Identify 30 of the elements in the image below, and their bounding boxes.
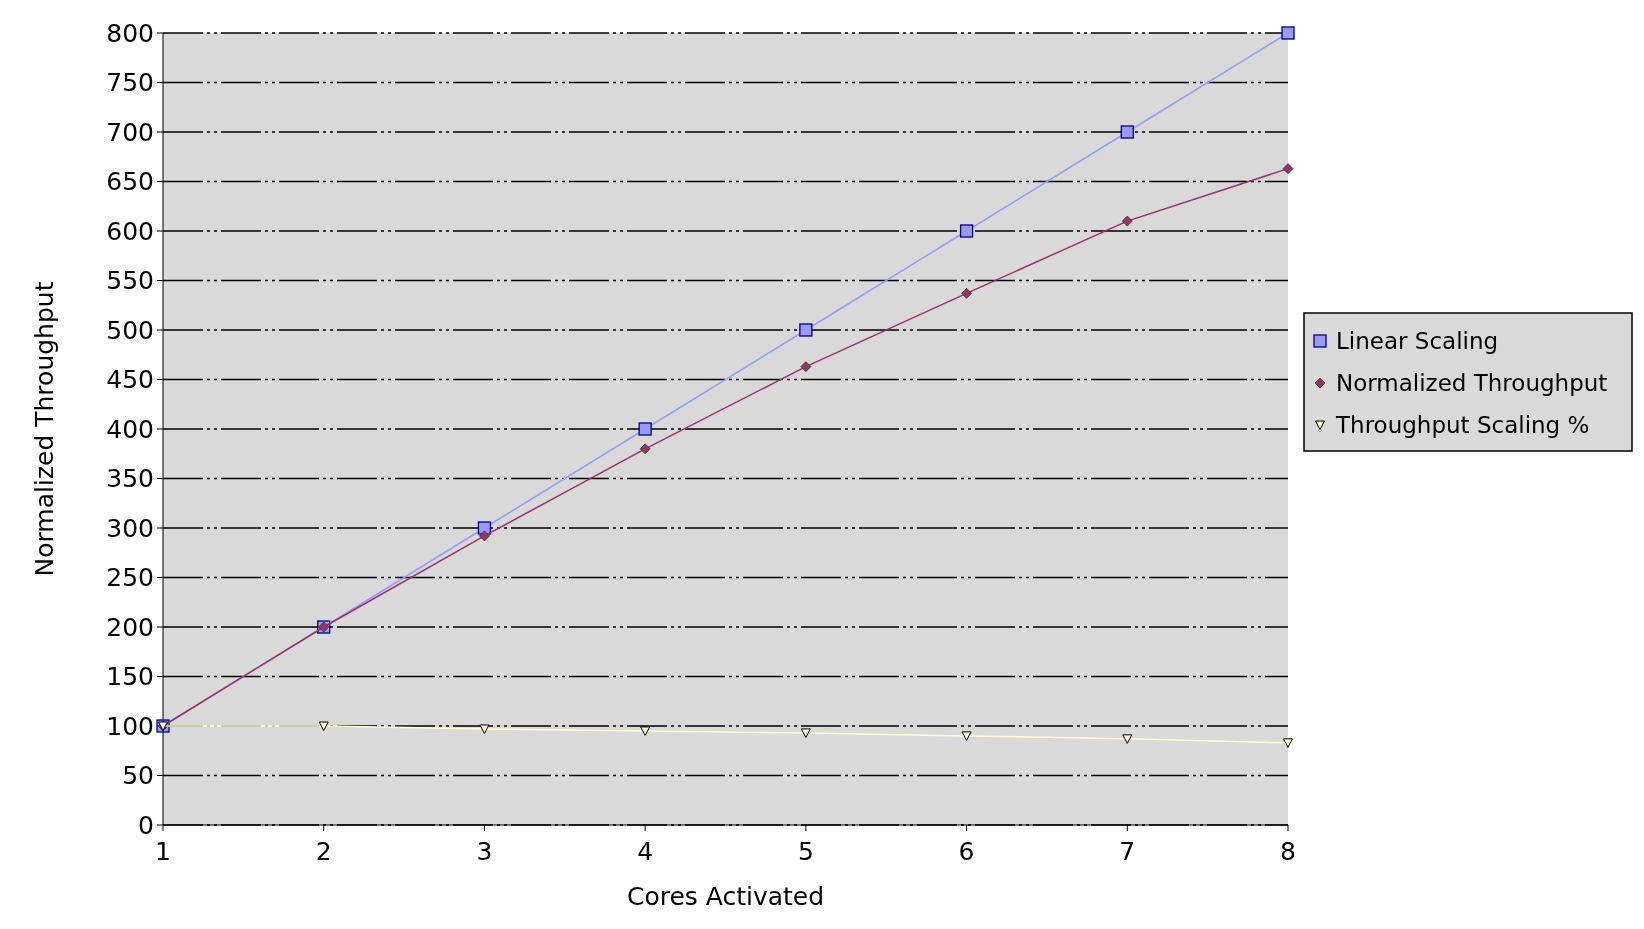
y-tick-label: 550	[106, 266, 154, 296]
x-tick-label: 5	[797, 837, 814, 866]
y-tick-label: 400	[106, 414, 154, 444]
x-tick-label: 2	[315, 837, 332, 866]
y-tick-label: 200	[106, 612, 154, 642]
x-tick-label: 7	[1119, 837, 1136, 866]
x-tick-label: 6	[958, 837, 975, 866]
y-tick-label: 50	[122, 761, 154, 791]
y-tick-label: 100	[106, 711, 154, 741]
y-tick-label: 800	[106, 18, 154, 48]
y-tick-label: 0	[138, 810, 154, 840]
y-tick-label: 300	[106, 513, 154, 543]
y-tick-label: 750	[106, 68, 154, 98]
x-tick-label: 1	[155, 837, 171, 866]
legend-label: Normalized Throughput	[1336, 370, 1608, 397]
legend-label: Linear Scaling	[1336, 328, 1499, 355]
y-tick-label: 350	[106, 464, 154, 494]
x-axis-title: Cores Activated	[626, 882, 825, 911]
y-tick-label: 150	[106, 662, 154, 692]
y-tick-label: 500	[106, 315, 154, 345]
y-tick-label: 650	[106, 167, 154, 197]
y-tick-label: 450	[106, 365, 154, 395]
y-tick-label: 700	[106, 117, 154, 147]
x-tick-label: 4	[637, 837, 654, 866]
legend-label: Throughput Scaling %	[1335, 412, 1590, 439]
x-tick-label: 3	[476, 837, 493, 866]
y-tick-label: 600	[106, 216, 154, 246]
y-tick-label: 250	[106, 563, 154, 593]
x-tick-label: 8	[1280, 837, 1296, 866]
y-axis-title: Normalized Throughput	[30, 281, 59, 577]
